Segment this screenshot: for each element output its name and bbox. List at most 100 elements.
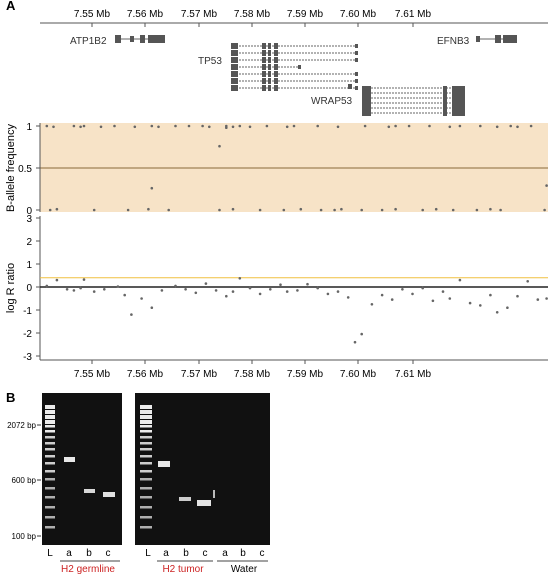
ladder-band xyxy=(45,470,55,473)
gel2-group-label-water: Water xyxy=(231,564,258,574)
baf-point xyxy=(479,124,482,128)
ladder-band xyxy=(140,506,152,509)
logr-point xyxy=(194,291,198,295)
gene-label-tp53: TP53 xyxy=(198,56,222,67)
wrap53-exon xyxy=(443,96,447,101)
ladder-band xyxy=(45,487,55,490)
gel1-ladder xyxy=(45,405,55,529)
baf-point xyxy=(99,125,103,129)
logr-point xyxy=(204,282,208,285)
baf-point xyxy=(231,207,235,211)
gel2-lane-c1: c xyxy=(203,548,208,559)
logr-point xyxy=(82,278,86,281)
tp53-exon xyxy=(268,57,271,63)
logr-point xyxy=(45,284,49,288)
logr-point xyxy=(130,313,133,316)
tp53-exon xyxy=(262,43,266,49)
logr-point xyxy=(55,278,59,282)
wrap53-exon xyxy=(362,96,371,101)
wrap53-exon xyxy=(443,111,447,116)
tp53-exon xyxy=(268,50,271,56)
tp53-exon xyxy=(355,79,358,83)
gene-model-atp1b2 xyxy=(115,35,165,43)
logr-points xyxy=(45,277,548,344)
ladder-band xyxy=(140,442,152,445)
logr-tick-label: 1 xyxy=(26,260,32,271)
ladder-band xyxy=(140,420,152,424)
ladder-band xyxy=(45,420,55,424)
baf-point xyxy=(55,207,59,211)
ladder-band xyxy=(45,516,55,519)
ladder-band xyxy=(140,436,152,439)
logr-point xyxy=(65,288,69,291)
baf-point xyxy=(126,208,130,212)
baf-tick-1: 1 xyxy=(26,122,32,133)
top-tick-label: 7.60 Mb xyxy=(340,9,377,20)
gene-track: ATP1B2 EFNB3 TP53 WRAP53 xyxy=(70,35,517,116)
tp53-exon xyxy=(268,71,271,77)
tp53-exon xyxy=(231,64,238,70)
ladder-band xyxy=(140,430,152,433)
ladder-band xyxy=(140,455,152,458)
logr-point xyxy=(184,288,187,291)
gel2-lane-a2: a xyxy=(222,548,228,559)
size-label-2072: 2072 bp xyxy=(7,421,36,430)
ladder-band xyxy=(140,496,152,499)
tp53-exon xyxy=(355,51,358,55)
baf-ylabel: B-allele frequency xyxy=(5,123,17,212)
logr-point xyxy=(401,288,404,291)
logr-point xyxy=(316,286,320,290)
baf-point xyxy=(394,124,397,128)
logr-point xyxy=(150,306,154,310)
ladder-band xyxy=(45,405,55,409)
logr-point xyxy=(123,293,126,297)
logr-point xyxy=(370,303,374,306)
logr-ticks: 3 2 1 0 -1 -2 -3 xyxy=(23,214,40,363)
logr-point xyxy=(258,292,262,296)
top-tick-label: 7.61 Mb xyxy=(395,9,432,20)
ladder-band xyxy=(140,410,152,414)
gel1-band-a xyxy=(64,457,75,462)
bottom-tick-label: 7.61 Mb xyxy=(395,369,432,380)
wrap53-exon xyxy=(452,111,465,116)
gel2-lane-b2: b xyxy=(240,548,246,559)
top-tick-label: 7.56 Mb xyxy=(127,9,164,20)
ladder-band xyxy=(45,506,55,509)
logr-point xyxy=(360,332,364,336)
bottom-tick-label: 7.56 Mb xyxy=(127,369,164,380)
ladder-band xyxy=(140,405,152,409)
logr-point xyxy=(160,289,164,292)
tp53-exon xyxy=(355,72,358,76)
tp53-exon xyxy=(231,57,238,63)
baf-point xyxy=(201,124,204,128)
gel1-lane-b: b xyxy=(86,548,92,559)
baf-point xyxy=(387,125,391,129)
baf-point xyxy=(495,125,499,129)
baf-point xyxy=(52,125,55,129)
tp53-exon xyxy=(262,50,266,56)
logr-point xyxy=(489,293,492,297)
baf-point xyxy=(543,208,546,212)
wrap53-exon xyxy=(362,106,371,111)
baf-point xyxy=(421,208,425,212)
baf-point xyxy=(265,124,269,128)
bottom-tick-label: 7.59 Mb xyxy=(287,369,324,380)
tp53-exon xyxy=(355,58,358,62)
tp53-exon xyxy=(231,71,238,77)
logr-point xyxy=(479,304,482,307)
logr-tick-label: -1 xyxy=(23,306,32,317)
baf-point xyxy=(174,124,177,128)
logr-point xyxy=(346,296,350,299)
logr-point xyxy=(72,289,76,292)
baf-point xyxy=(380,208,384,212)
gene-label-wrap53: WRAP53 xyxy=(311,96,353,107)
gene-model-wrap53 xyxy=(348,84,465,116)
tp53-exon xyxy=(231,50,238,56)
gel2-band-b xyxy=(179,497,191,501)
baf-point xyxy=(319,208,323,212)
top-coord-ticks: 7.55 Mb 7.56 Mb 7.57 Mb 7.58 Mb 7.59 Mb 7.60 … xyxy=(74,9,432,27)
logr-point xyxy=(285,290,289,293)
ladder-band xyxy=(45,410,55,414)
panel-b-label: B xyxy=(6,390,15,405)
